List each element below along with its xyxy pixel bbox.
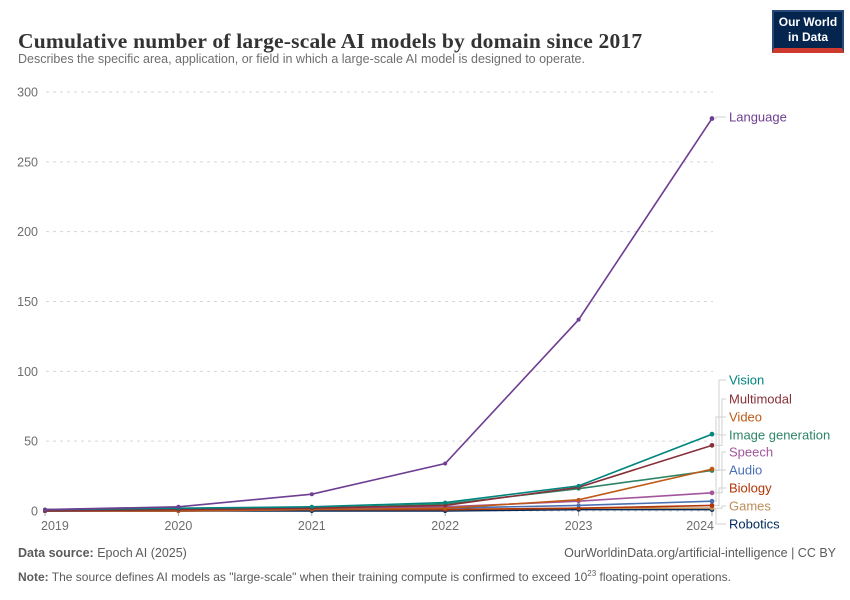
note-text-end: floating-point operations. [596,570,731,584]
legend-label-vision[interactable]: Vision [729,373,764,388]
legend-label-video[interactable]: Video [729,410,762,425]
legend-label-speech[interactable]: Speech [729,445,773,460]
y-tick-label-0: 0 [31,505,38,519]
legend-label-biology[interactable]: Biology [729,481,772,496]
data-point-video-2022 [443,506,448,511]
page-title: Cumulative number of large-scale AI mode… [18,29,643,54]
data-point-audio-2024 [709,498,715,504]
y-tick-label-100: 100 [17,365,38,379]
x-tick-label-2020: 2020 [164,519,192,533]
legend-label-robotics[interactable]: Robotics [729,517,780,532]
legend-label-language[interactable]: Language [729,110,787,125]
series-line-vision[interactable] [44,433,713,511]
data-source-label: Data source: [18,546,94,560]
legend-connector-video [714,416,726,470]
data-point-language-2024 [709,116,715,121]
legend-connector-language [714,116,726,119]
data-point-vision-2024 [709,431,715,437]
y-tick-label-300: 300 [17,86,38,100]
x-tick-label-2022: 2022 [431,519,459,533]
x-tick-label-2024: 2024 [686,519,714,533]
data-source-value: Epoch AI (2025) [93,546,187,560]
owid-logo-line1: Our World [778,15,838,29]
legend-connector-audio [714,469,726,502]
note-text: The source defines AI models as "large-s… [48,570,588,584]
y-tick-label-200: 200 [17,225,38,239]
data-point-audio-2023 [576,503,581,508]
x-tick-label-2019: 2019 [41,519,69,533]
x-tick-label-2023: 2023 [565,519,593,533]
data-point-speech-2024 [709,490,715,496]
legend-connector-speech [714,451,726,494]
data-point-language-2019 [43,507,47,512]
data-source: Data source: Epoch AI (2025) [18,546,187,560]
data-point-biology-2023 [576,506,581,511]
note-label: Note: [18,570,49,584]
chart-subtitle: Describes the specific area, application… [18,52,585,66]
legend-label-multimodal[interactable]: Multimodal [729,392,792,407]
y-tick-label-150: 150 [17,295,38,309]
data-point-video-2024 [709,466,715,472]
data-point-language-2022 [443,461,448,466]
series-line-video[interactable] [45,468,713,512]
data-point-language-2021 [309,492,314,497]
data-point-biology-2024 [709,503,715,508]
x-tick-label-2021: 2021 [298,519,326,533]
series-line-multimodal[interactable] [44,444,713,512]
legend-connector-games [714,505,726,509]
data-point-vision-2023 [576,483,581,488]
owid-logo-line2: in Data [787,30,828,44]
footer: Data source: Epoch AI (2025) OurWorldinD… [18,546,836,560]
data-point-vision-2021 [309,504,314,509]
series-line-language[interactable] [44,118,713,511]
note-superscript: 23 [587,569,597,578]
attribution-link[interactable]: OurWorldinData.org/artificial-intelligen… [564,546,836,560]
legend-label-games[interactable]: Games [729,499,771,514]
owid-logo[interactable]: Our World in Data [772,10,844,53]
y-tick-label-50: 50 [24,435,38,449]
legend-label-image-generation[interactable]: Image generation [729,428,830,443]
data-point-vision-2022 [443,500,448,505]
data-point-video-2023 [576,497,581,502]
legend-connector-multimodal [714,398,726,446]
y-tick-label-250: 250 [17,155,38,169]
data-point-multimodal-2022 [443,503,448,508]
data-point-language-2020 [176,504,181,509]
legend-connector-robotics [714,509,726,525]
footer-note: Note: The source defines AI models as "l… [18,569,836,584]
data-point-language-2023 [576,317,581,322]
data-point-multimodal-2024 [709,442,715,448]
legend-connector-biology [714,487,726,506]
legend-label-audio[interactable]: Audio [729,463,762,478]
